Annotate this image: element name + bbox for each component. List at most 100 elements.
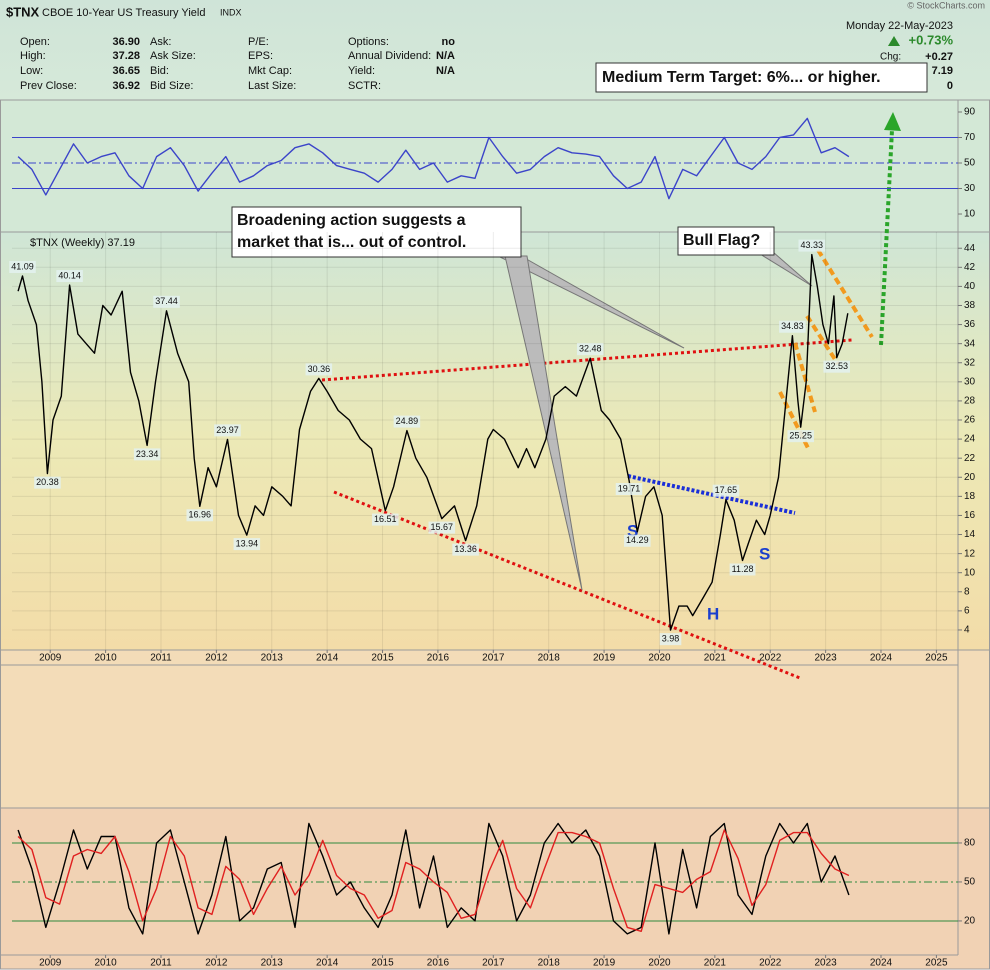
field-label: SCTR: bbox=[348, 80, 381, 92]
trendline bbox=[321, 338, 853, 382]
label-bg bbox=[798, 239, 826, 252]
x-tick-label: 2015 bbox=[371, 653, 394, 664]
x-tick-label: 2013 bbox=[261, 653, 284, 664]
y-tick-label: 70 bbox=[964, 132, 976, 143]
x-tick-label: 2013 bbox=[261, 958, 284, 969]
x-tick-label: 2010 bbox=[94, 653, 117, 664]
pattern-label: S bbox=[627, 521, 638, 540]
label-bg bbox=[659, 633, 682, 646]
y-tick-label: 10 bbox=[964, 209, 976, 220]
x-tick-label: 2023 bbox=[815, 653, 838, 664]
x-tick-label: 2021 bbox=[704, 653, 727, 664]
y-tick-label: 50 bbox=[964, 877, 976, 888]
label-bg bbox=[624, 534, 651, 547]
change-pct: +0.73% bbox=[909, 32, 954, 47]
label-bg bbox=[56, 270, 83, 283]
neckline bbox=[627, 474, 796, 515]
y-tick-label: 26 bbox=[964, 415, 976, 426]
data-label: 16.51 bbox=[374, 514, 397, 524]
note-box bbox=[677, 226, 775, 256]
field-label: Prev Close: bbox=[20, 80, 77, 92]
data-label: 41.09 bbox=[11, 261, 34, 271]
x-tick-label: 2024 bbox=[870, 653, 893, 664]
data-label: 24.89 bbox=[396, 416, 419, 426]
field-label: Mkt Cap: bbox=[248, 65, 292, 77]
field-value: 36.90 bbox=[112, 36, 140, 48]
y-tick-label: 36 bbox=[964, 319, 976, 330]
field-label: Last Size: bbox=[248, 80, 296, 92]
pattern-label: H bbox=[707, 604, 719, 623]
header-value: 7.19 bbox=[932, 65, 953, 77]
label-bg bbox=[823, 360, 850, 373]
y-tick-label: 32 bbox=[964, 357, 976, 368]
x-tick-label: 2020 bbox=[648, 958, 671, 969]
data-label: 3.98 bbox=[662, 634, 680, 644]
field-label: Bid Size: bbox=[150, 80, 193, 92]
y-tick-label: 80 bbox=[964, 838, 976, 849]
label-bg bbox=[712, 484, 740, 497]
data-label: 15.67 bbox=[431, 522, 454, 532]
y-tick-label: 20 bbox=[964, 916, 976, 927]
target-note: Medium Term Target: 6%... or higher. bbox=[602, 69, 881, 86]
x-tick-label: 2009 bbox=[39, 653, 62, 664]
field-value: 36.92 bbox=[112, 80, 140, 92]
y-tick-label: 12 bbox=[964, 548, 976, 559]
x-tick-label: 2021 bbox=[704, 958, 727, 969]
data-label: 40.14 bbox=[58, 270, 81, 280]
label-bg bbox=[576, 343, 604, 356]
data-label: 23.97 bbox=[216, 425, 239, 435]
y-tick-label: 38 bbox=[964, 300, 976, 311]
y-tick-label: 18 bbox=[964, 491, 976, 502]
label-bg bbox=[305, 363, 333, 376]
field-label: Options: bbox=[348, 36, 389, 48]
note-text: Bull Flag? bbox=[683, 232, 760, 249]
data-label: 43.33 bbox=[801, 240, 824, 250]
field-value: 36.65 bbox=[112, 65, 140, 77]
label-bg bbox=[214, 424, 241, 437]
x-tick-label: 2025 bbox=[925, 653, 948, 664]
note-text: market that is... out of control. bbox=[237, 234, 466, 251]
x-tick-label: 2022 bbox=[759, 958, 782, 969]
field-label: Yield: bbox=[348, 65, 375, 77]
field-label: Open: bbox=[20, 36, 50, 48]
data-label: 20.38 bbox=[36, 477, 59, 487]
y-tick-label: 44 bbox=[964, 243, 976, 254]
x-tick-label: 2020 bbox=[648, 653, 671, 664]
x-tick-label: 2011 bbox=[150, 653, 172, 664]
x-tick-label: 2012 bbox=[205, 958, 228, 969]
y-tick-label: 4 bbox=[964, 625, 970, 636]
x-tick-label: 2016 bbox=[427, 653, 450, 664]
x-tick-label: 2012 bbox=[205, 653, 228, 664]
data-label: 13.94 bbox=[236, 538, 259, 548]
field-label: Bid: bbox=[150, 65, 169, 77]
label-bg bbox=[779, 320, 806, 333]
field-label: Annual Dividend: bbox=[348, 50, 431, 62]
field-label: Ask: bbox=[150, 36, 171, 48]
data-label: 14.29 bbox=[626, 535, 649, 545]
x-tick-label: 2025 bbox=[925, 958, 948, 969]
empty-panel bbox=[0, 649, 990, 809]
note-box bbox=[231, 206, 522, 258]
up-arrow bbox=[888, 36, 900, 46]
label-bg bbox=[787, 430, 814, 443]
pattern-label: S bbox=[759, 544, 770, 563]
data-label: 32.53 bbox=[825, 361, 848, 371]
x-tick-label: 2018 bbox=[538, 958, 561, 969]
data-label: 19.71 bbox=[618, 483, 641, 493]
label-bg bbox=[133, 448, 161, 461]
symbol: $TNX bbox=[6, 4, 40, 19]
series-line bbox=[17, 117, 850, 200]
x-tick-label: 2016 bbox=[427, 958, 450, 969]
field-label: P/E: bbox=[248, 36, 269, 48]
data-label: 11.28 bbox=[732, 564, 754, 574]
chg-value: +0.27 bbox=[925, 51, 953, 63]
y-tick-label: 24 bbox=[964, 434, 976, 445]
field-label: Low: bbox=[20, 65, 43, 77]
field-value: N/A bbox=[436, 65, 455, 77]
y-tick-label: 90 bbox=[964, 107, 976, 118]
x-tick-label: 2018 bbox=[538, 653, 561, 664]
data-label: 23.34 bbox=[136, 449, 159, 459]
label-bg bbox=[393, 415, 421, 428]
x-tick-label: 2022 bbox=[759, 653, 782, 664]
